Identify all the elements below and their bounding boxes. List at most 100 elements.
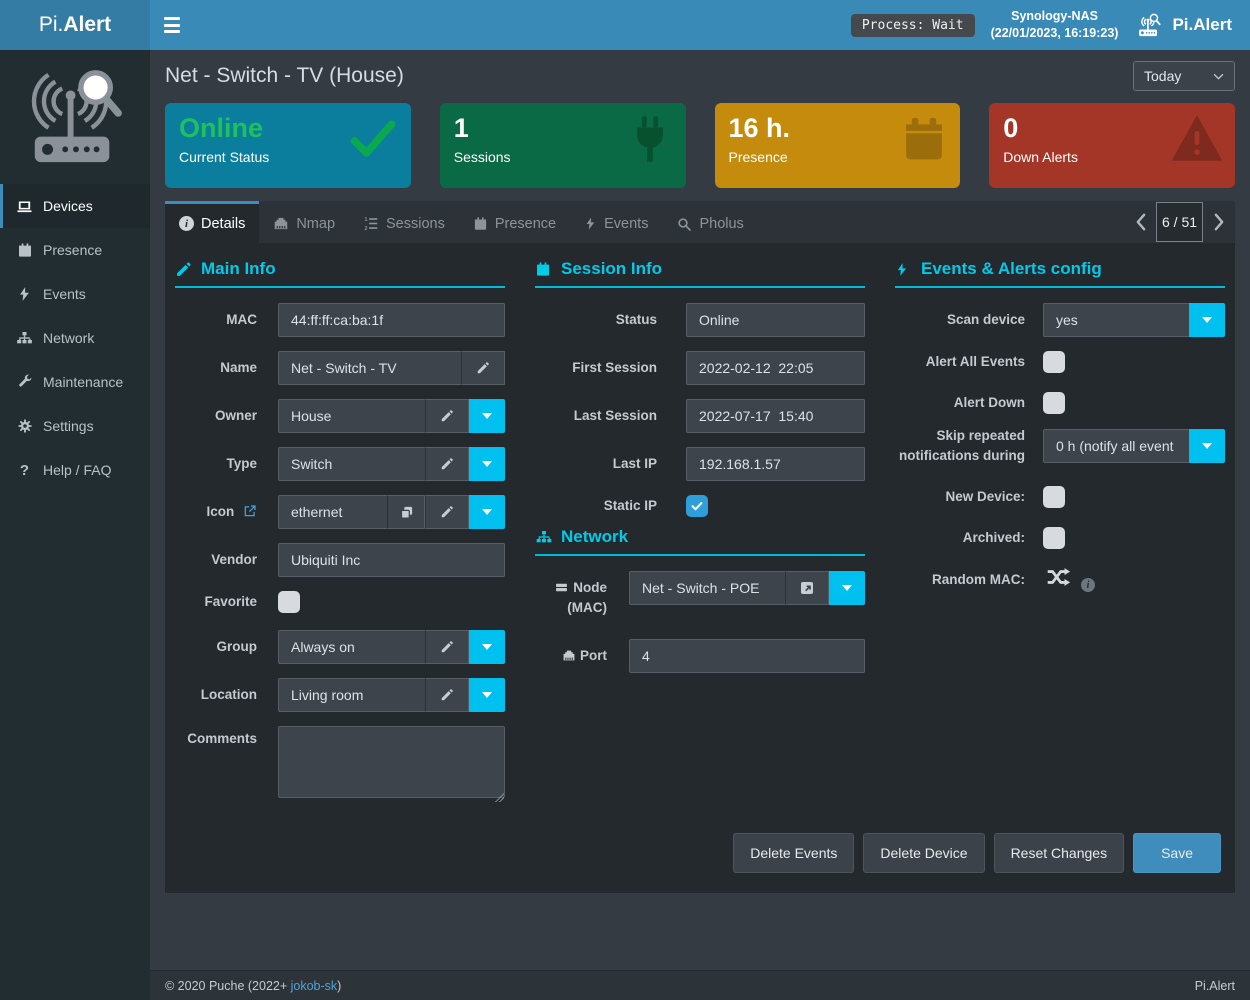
card-down-alerts: 0 Down Alerts: [989, 103, 1235, 188]
icon-input[interactable]: ethernet: [278, 495, 387, 529]
alert-down-checkbox[interactable]: [1043, 392, 1065, 414]
sidebar-item-devices[interactable]: Devices: [0, 184, 150, 228]
scan-device-dropdown-button[interactable]: [1189, 303, 1225, 337]
type-input[interactable]: Switch: [278, 447, 425, 481]
sidebar-item-settings[interactable]: Settings: [0, 404, 150, 448]
field-row-last-ip: Last IP 192.168.1.57: [535, 447, 865, 481]
tab-presence[interactable]: Presence: [459, 201, 570, 243]
edit-name-button[interactable]: [461, 351, 505, 385]
period-select[interactable]: Today: [1133, 61, 1235, 91]
skip-notifications-dropdown-button[interactable]: [1189, 428, 1225, 463]
sidebar-item-label: Presence: [43, 242, 103, 258]
sidebar-item-label: Maintenance: [43, 374, 124, 390]
card-value: Online: [179, 113, 264, 143]
vendor-input[interactable]: Ubiquiti Inc: [278, 543, 505, 577]
tab-nmap[interactable]: Nmap: [259, 201, 349, 243]
caret-down-icon: [482, 692, 492, 698]
session-network-column: Session Info Status Online First Session…: [535, 259, 865, 817]
name-input[interactable]: Net - Switch - TV: [278, 351, 461, 385]
hamburger-icon[interactable]: [164, 17, 186, 33]
page-title: Net - Switch - TV (House): [165, 64, 404, 87]
skip-notifications-select[interactable]: 0 h (notify all event: [1043, 428, 1189, 463]
navbar-right: Process: Wait Synology-NAS (22/01/2023, …: [850, 8, 1236, 43]
last-session-input[interactable]: 2022-07-17 15:40: [686, 399, 865, 433]
group-input[interactable]: Always on: [278, 630, 425, 664]
sidebar-item-events[interactable]: Events: [0, 272, 150, 316]
alerts-config-header: Events & Alerts config: [895, 259, 1225, 288]
external-link-icon[interactable]: [243, 504, 257, 518]
node-input[interactable]: Net - Switch - POE: [629, 571, 785, 605]
comments-textarea[interactable]: [278, 726, 505, 798]
copy-icon-button[interactable]: [387, 495, 425, 529]
app-logo[interactable]: Pi. Alert: [0, 0, 150, 50]
edit-owner-button[interactable]: [425, 399, 469, 433]
edit-location-button[interactable]: [425, 678, 469, 712]
jokob-sk-link[interactable]: jokob-sk: [290, 978, 338, 993]
mac-input[interactable]: 44:ff:ff:ca:ba:1f: [278, 303, 505, 337]
node-dropdown-button[interactable]: [829, 571, 865, 605]
nas-status: Synology-NAS (22/01/2023, 16:19:23): [991, 8, 1119, 43]
scan-device-select[interactable]: yes: [1043, 303, 1189, 337]
main-info-header: Main Info: [175, 259, 505, 288]
reset-changes-button[interactable]: Reset Changes: [993, 833, 1125, 873]
tab-label: Events: [604, 215, 649, 232]
card-value: 1: [453, 113, 469, 143]
field-label: Port: [535, 646, 607, 666]
port-input[interactable]: 4: [629, 639, 865, 674]
field-row-alert-all-events: Alert All Events: [895, 351, 1225, 373]
field-label: Scan device: [946, 312, 1025, 328]
section-title: Events & Alerts config: [921, 259, 1102, 278]
save-button[interactable]: Save: [1133, 833, 1221, 873]
sidebar-item-network[interactable]: Network: [0, 316, 150, 360]
location-input[interactable]: Living room: [278, 678, 425, 712]
icon-dropdown-button[interactable]: [469, 495, 505, 529]
card-presence: 16 h. Presence: [714, 103, 961, 188]
favorite-checkbox[interactable]: [278, 591, 300, 613]
main-info-section: Main Info MAC 44:ff:ff:ca:ba:1f Name Net…: [175, 259, 505, 817]
resize-grip-icon[interactable]: [494, 792, 504, 802]
first-session-input[interactable]: 2022-02-12 22:05: [686, 351, 865, 385]
new-device-checkbox[interactable]: [1043, 486, 1065, 509]
location-dropdown-button[interactable]: [469, 678, 505, 712]
footer: © 2020 Puche (2022+ jokob-sk) Pi.Alert: [150, 970, 1250, 1000]
bolt-icon: [584, 216, 597, 231]
edit-type-button[interactable]: [425, 447, 469, 481]
delete-device-button[interactable]: Delete Device: [863, 833, 985, 873]
sidebar-item-maintenance[interactable]: Maintenance: [0, 360, 150, 404]
open-node-button[interactable]: [785, 571, 829, 605]
status-input[interactable]: Online: [686, 303, 865, 337]
chevron-right-icon[interactable]: [1203, 201, 1235, 243]
last-ip-input[interactable]: 192.168.1.57: [686, 447, 865, 481]
field-row-icon: Icon ethernet: [175, 495, 505, 529]
field-row-owner: Owner House: [175, 399, 505, 433]
section-title: Main Info: [201, 259, 276, 278]
calendar-icon: [473, 216, 488, 231]
edit-group-button[interactable]: [425, 630, 469, 664]
field-row-comments: Comments: [175, 726, 505, 803]
chevron-left-icon[interactable]: [1124, 201, 1156, 243]
type-dropdown-button[interactable]: [469, 447, 505, 481]
field-row-node: Node (MAC) Net - Switch - POE: [535, 571, 865, 617]
alert-all-events-checkbox[interactable]: [1043, 351, 1065, 373]
field-label: Type: [226, 456, 257, 472]
owner-dropdown-button[interactable]: [469, 399, 505, 433]
session-info-header: Session Info: [535, 259, 865, 288]
group-dropdown-button[interactable]: [469, 630, 505, 664]
tab-details[interactable]: i Details: [165, 201, 260, 243]
owner-input[interactable]: House: [278, 399, 425, 433]
tab-pholus[interactable]: Pholus: [662, 201, 757, 243]
pencil-icon: [441, 506, 453, 518]
sidebar-item-presence[interactable]: Presence: [0, 228, 150, 272]
field-row-archived: Archived:: [895, 527, 1225, 550]
navbar-pialert-link[interactable]: Pi.Alert: [1134, 12, 1236, 38]
wrench-icon: [16, 374, 33, 391]
edit-icon-button[interactable]: [425, 495, 469, 529]
caret-down-icon: [482, 509, 492, 515]
sidebar-item-help[interactable]: ? Help / FAQ: [0, 448, 150, 492]
tab-events[interactable]: Events: [570, 201, 662, 243]
archived-checkbox[interactable]: [1043, 527, 1065, 550]
delete-events-button[interactable]: Delete Events: [733, 833, 855, 873]
static-ip-checkbox[interactable]: [686, 495, 708, 517]
